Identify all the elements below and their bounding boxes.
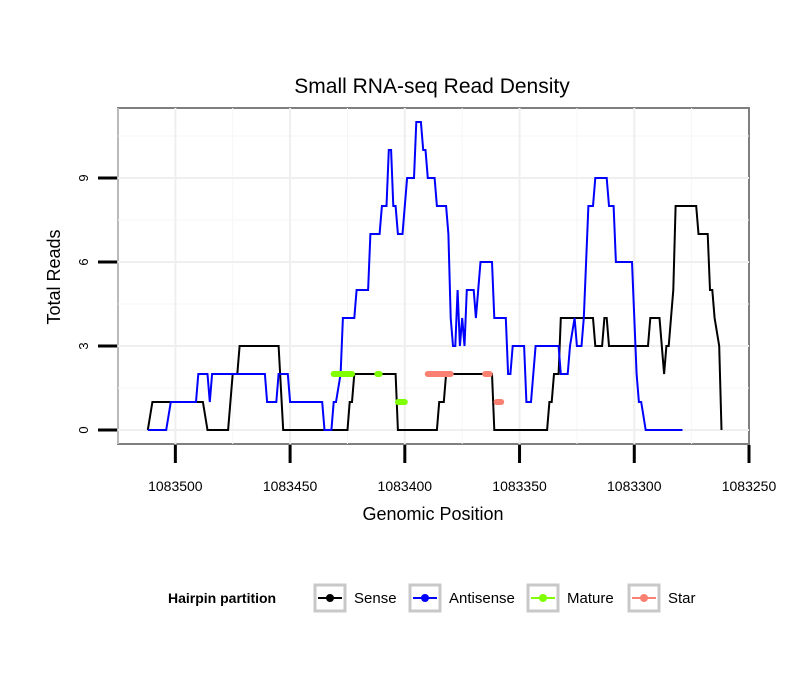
x-tick-label: 1083250 bbox=[722, 478, 777, 494]
y-axis-title: Total Reads bbox=[44, 229, 64, 324]
legend-key-dot bbox=[640, 594, 648, 602]
series-antisense bbox=[147, 121, 683, 431]
x-tick-label: 1083300 bbox=[607, 478, 662, 494]
series-mature bbox=[330, 371, 408, 405]
legend-item-mature: Mature bbox=[526, 583, 614, 613]
legend-key-dot bbox=[326, 594, 334, 602]
legend-item-star: Star bbox=[627, 583, 696, 613]
legend-label: Star bbox=[668, 590, 696, 607]
series-star bbox=[424, 371, 505, 405]
y-tick-label: 9 bbox=[76, 174, 91, 181]
x-tick-label: 1083400 bbox=[378, 478, 433, 494]
y-axis: 0 3 6 9 bbox=[76, 174, 117, 434]
legend-label: Mature bbox=[567, 590, 614, 607]
legend-title: Hairpin partition bbox=[168, 590, 276, 606]
y-tick-label: 3 bbox=[76, 342, 91, 349]
legend-item-sense: Sense bbox=[313, 583, 397, 613]
plot-panel bbox=[117, 107, 750, 445]
legend-label: Sense bbox=[354, 590, 397, 607]
legend-key-dot bbox=[539, 594, 547, 602]
grid-lines bbox=[117, 108, 749, 444]
series-antisense-line bbox=[147, 121, 683, 431]
x-tick-label: 1083450 bbox=[263, 478, 318, 494]
series-lines bbox=[146, 121, 723, 431]
x-axis: 1083500 1083450 1083400 1083350 1083300 10832… bbox=[148, 445, 776, 494]
x-tick-label: 1083500 bbox=[148, 478, 203, 494]
x-tick-label: 1083350 bbox=[492, 478, 547, 494]
y-tick-label: 6 bbox=[76, 258, 91, 265]
legend-label: Antisense bbox=[449, 590, 515, 607]
legend: Hairpin partition Sense Antisense Mature St… bbox=[168, 583, 696, 613]
y-tick-label: 0 bbox=[76, 426, 91, 433]
x-axis-title: Genomic Position bbox=[362, 504, 503, 524]
legend-item-antisense: Antisense bbox=[408, 583, 515, 613]
legend-key-dot bbox=[421, 594, 429, 602]
chart-title: Small RNA-seq Read Density bbox=[294, 75, 570, 98]
